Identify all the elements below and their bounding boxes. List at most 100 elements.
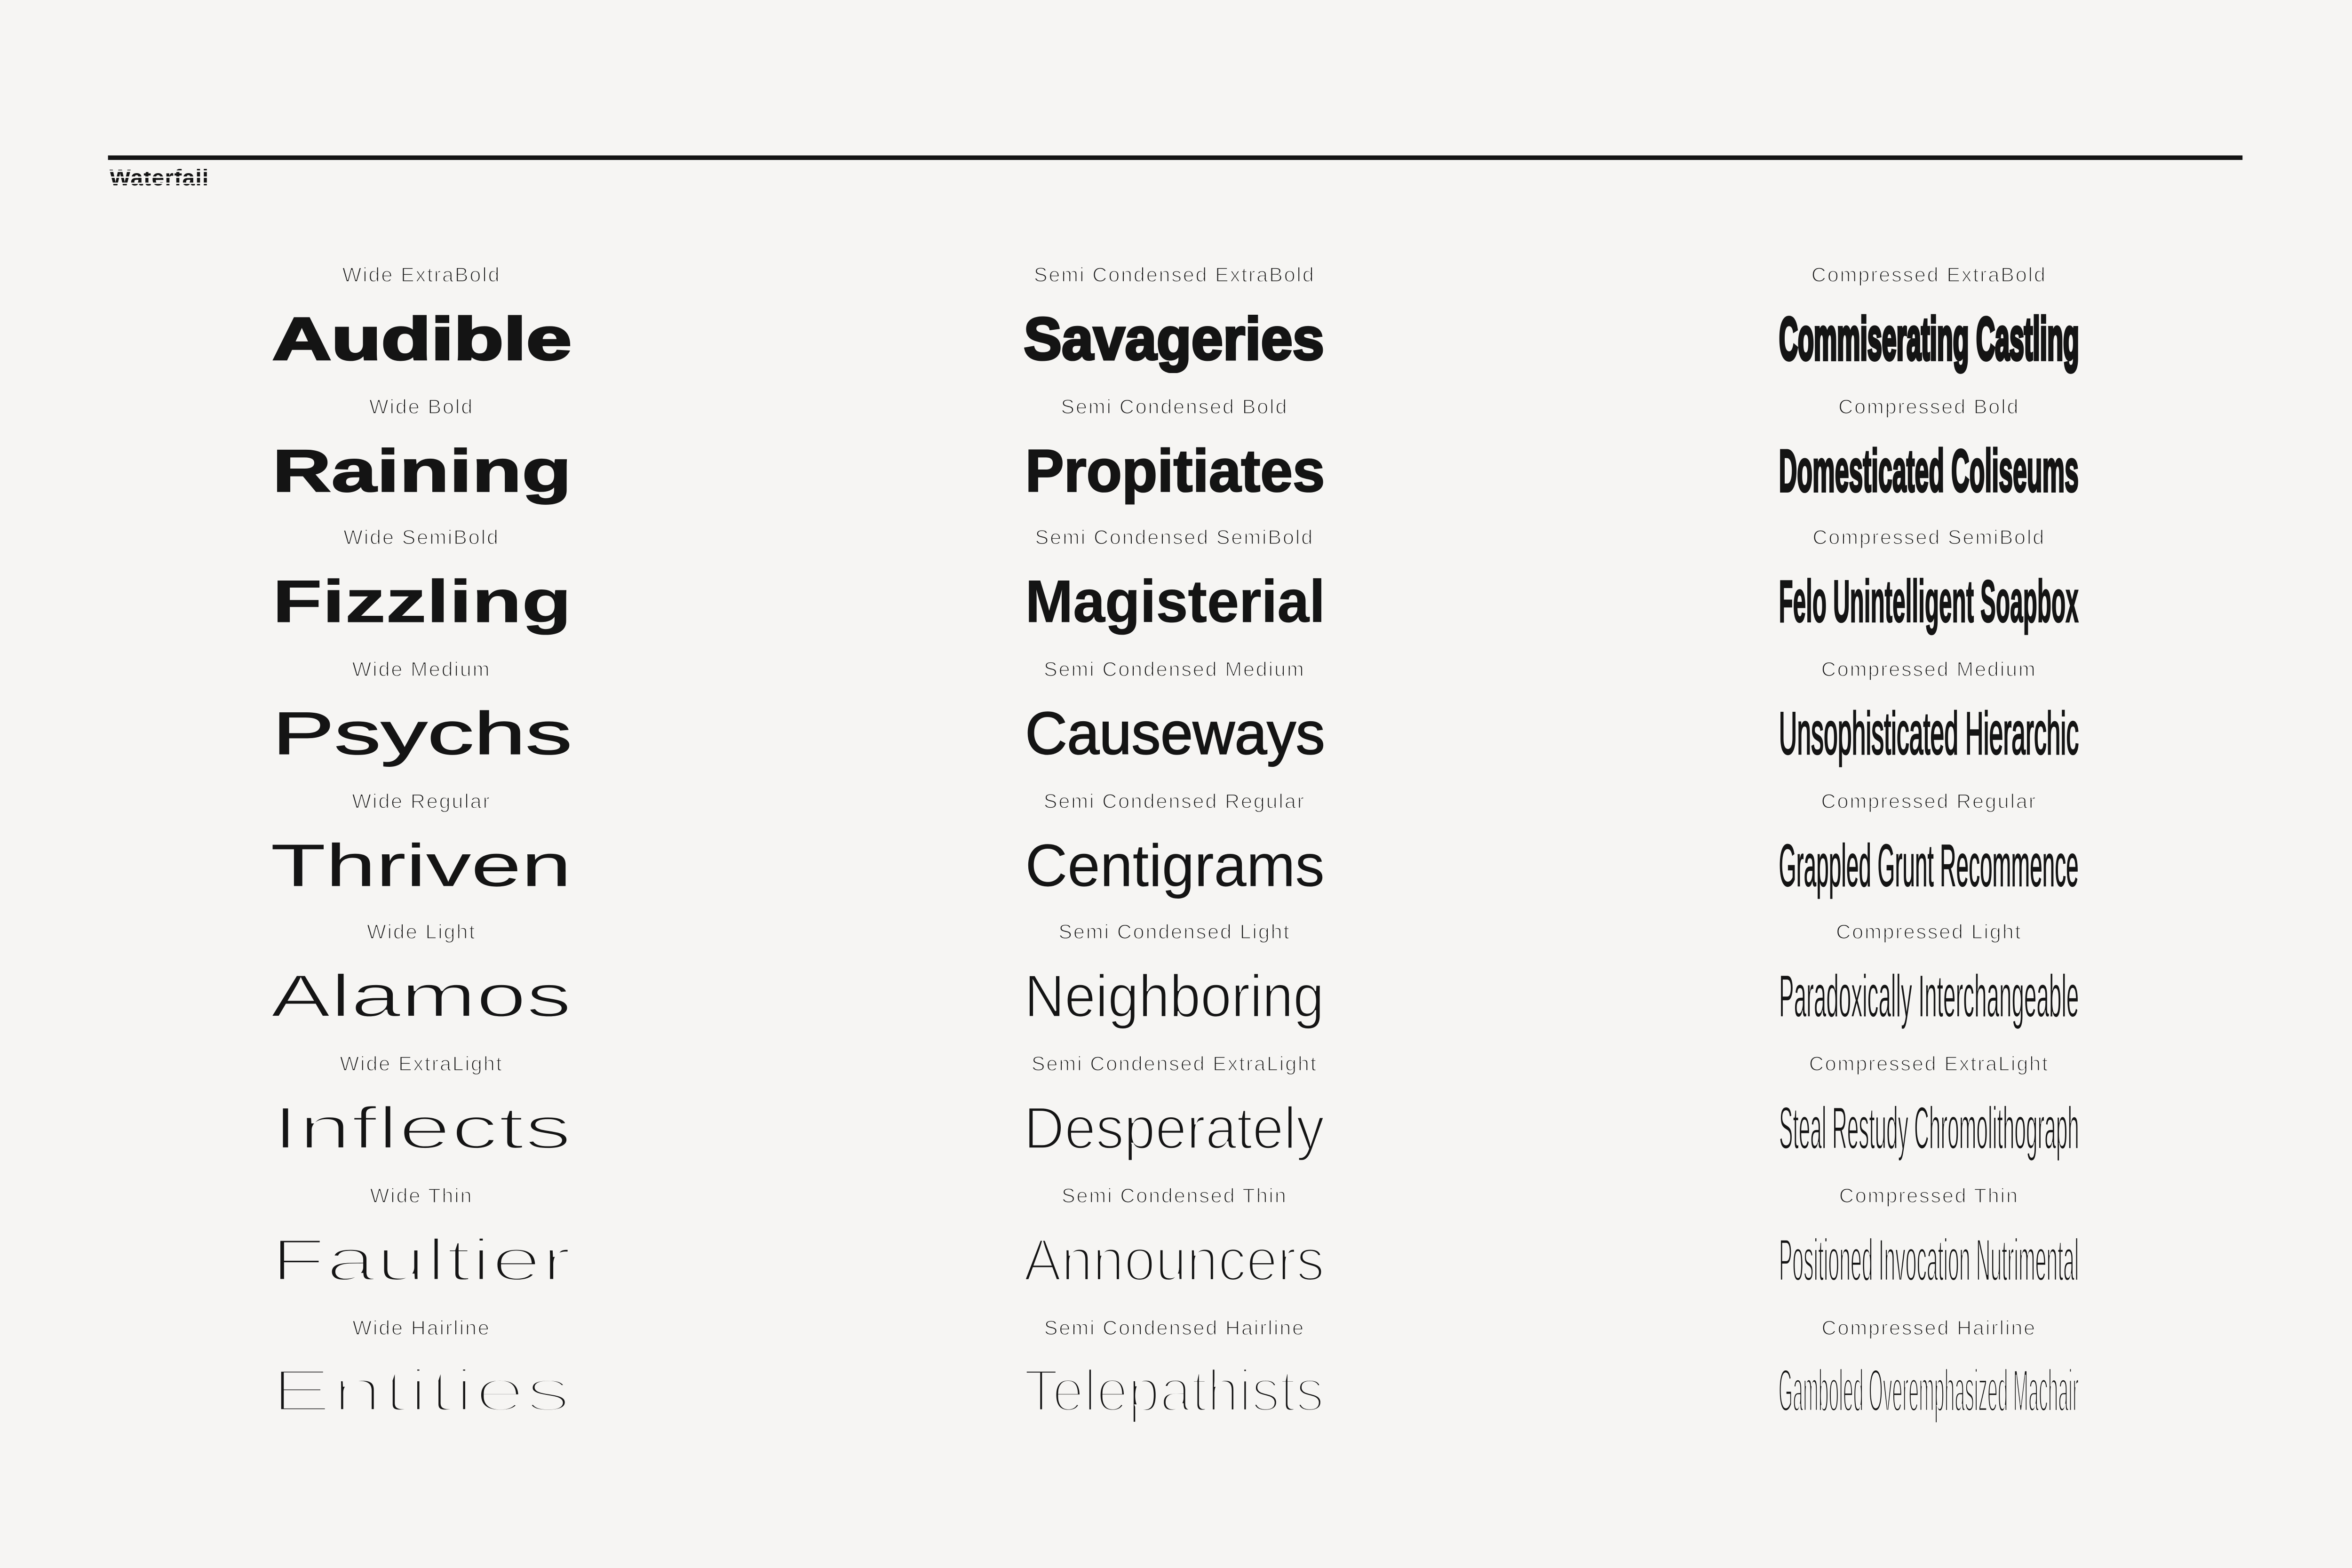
specimen-word: Positioned Invocation Nutrimental (1779, 1227, 2079, 1294)
specimen-word-wrap: Alamos (99, 945, 744, 1050)
specimen-word: Psychs (271, 701, 572, 768)
weight-label: Compressed Regular (1821, 789, 2037, 813)
weight-label: Semi Condensed Bold (1060, 395, 1288, 418)
header-rule (108, 155, 2243, 160)
specimen-word: Steal Restudy Chromolithograph (1779, 1096, 2079, 1162)
specimen-cell: Wide ExtraLight Inflects (99, 1052, 744, 1185)
specimen-cell: Wide ExtraBold Audible (99, 263, 744, 395)
weight-label: Semi Condensed Thin (1061, 1184, 1287, 1207)
specimen-cell: Compressed Bold Domesticated Coliseums (1606, 395, 2251, 527)
specimen-word-wrap: Audible (99, 287, 744, 392)
specimen-cell: Wide Regular Thriven (99, 789, 744, 921)
specimen-word: Announcers (1023, 1227, 1326, 1294)
weight-label: Wide Bold (369, 395, 474, 418)
specimen-word: Savageries (1023, 306, 1326, 373)
specimen-word-wrap: Psychs (99, 682, 744, 787)
specimen-word-wrap: Felo Unintelligent Soapbox (1606, 550, 2251, 655)
weight-label: Compressed SemiBold (1812, 526, 2046, 549)
weight-label: Wide SemiBold (343, 526, 500, 549)
weight-label: Wide Medium (352, 658, 491, 681)
weight-label: Wide ExtraLight (340, 1052, 503, 1076)
specimen-word-wrap: Paradoxically Interchangeable (1606, 945, 2251, 1050)
specimen-word-wrap: Fizzling (99, 550, 744, 655)
weight-label: Semi Condensed ExtraBold (1033, 263, 1315, 287)
specimen-cell: Semi Condensed Light Neighboring (852, 921, 1497, 1053)
specimen-word-wrap: Commiserating Castling (1606, 287, 2251, 392)
weight-label: Compressed Thin (1839, 1184, 2019, 1207)
specimen-cell: Semi Condensed Regular Centigrams (852, 789, 1497, 921)
specimen-word: Magisterial (1024, 570, 1325, 636)
weight-label: Compressed Medium (1821, 658, 2037, 681)
specimen-word: Centigrams (1025, 833, 1324, 899)
specimen-cell: Compressed ExtraLight Steal Restudy Chro… (1606, 1052, 2251, 1185)
specimen-word: Entities (268, 1359, 574, 1425)
specimen-word: Commiserating Castling (1778, 306, 2080, 373)
weight-label: Wide Thin (370, 1184, 473, 1207)
weight-label: Semi Condensed SemiBold (1035, 526, 1314, 549)
specimen-cell: Compressed SemiBold Felo Unintelligent S… (1606, 526, 2251, 658)
specimen-cell: Semi Condensed Thin Announcers (852, 1184, 1497, 1316)
specimen-cell: Semi Condensed Medium Causeways (852, 658, 1497, 790)
specimen-word: Raining (271, 438, 572, 504)
specimen-word: Felo Unintelligent Soapbox (1779, 570, 2079, 636)
specimen-word: Grappled Grunt Recommence (1779, 833, 2079, 899)
specimen-cell: Wide SemiBold Fizzling (99, 526, 744, 658)
weight-label: Compressed ExtraLight (1809, 1052, 2049, 1076)
weight-label: Semi Condensed ExtraLight (1031, 1052, 1318, 1076)
specimen-word-wrap: Inflects (99, 1077, 744, 1181)
specimen-cell: Compressed ExtraBold Commiserating Castl… (1606, 263, 2251, 395)
specimen-word-wrap: Magisterial (852, 550, 1497, 655)
specimen-word: Propitiates (1024, 438, 1325, 504)
column-semi-condensed: Semi Condensed ExtraBold Savageries Semi… (852, 263, 1497, 1448)
weight-label: Wide ExtraBold (342, 263, 501, 287)
specimen-word-wrap: Grappled Grunt Recommence (1606, 813, 2251, 918)
column-wide: Wide ExtraBold Audible Wide Bold Raining… (99, 263, 744, 1448)
specimen-word-wrap: Announcers (852, 1208, 1497, 1313)
specimen-word: Paradoxically Interchangeable (1779, 964, 2079, 1031)
specimen-cell: Compressed Thin Positioned Invocation Nu… (1606, 1184, 2251, 1316)
specimen-word-wrap: Entities (99, 1340, 744, 1444)
specimen-word-wrap: Unsophisticated Hierarchic (1606, 682, 2251, 787)
specimen-word: Audible (270, 306, 572, 373)
specimen-word-wrap: Thriven (99, 813, 744, 918)
specimen-word: Fizzling (271, 570, 572, 636)
specimen-word-wrap: Desperately (852, 1077, 1497, 1181)
specimen-cell: Wide Medium Psychs (99, 658, 744, 790)
weight-label: Compressed Light (1836, 921, 2022, 944)
specimen-word: Unsophisticated Hierarchic (1779, 701, 2079, 768)
specimen-word-wrap: Positioned Invocation Nutrimental (1606, 1208, 2251, 1313)
waterfall-specimen-page: Waterfall Wide ExtraBold Audible Wide Bo… (0, 49, 2352, 1519)
weight-label: Wide Light (366, 921, 477, 944)
specimen-word-wrap: Raining (99, 419, 744, 524)
specimen-word-wrap: Causeways (852, 682, 1497, 787)
specimen-cell: Semi Condensed SemiBold Magisterial (852, 526, 1497, 658)
specimen-cell: Compressed Medium Unsophisticated Hierar… (1606, 658, 2251, 790)
weight-label: Semi Condensed Light (1058, 921, 1291, 944)
specimen-word: Inflects (270, 1096, 573, 1162)
specimen-cell: Wide Thin Faultier (99, 1184, 744, 1316)
specimen-word: Faultier (269, 1227, 574, 1294)
specimen-word-wrap: Domesticated Coliseums (1606, 419, 2251, 524)
weight-label: Semi Condensed Regular (1043, 789, 1305, 813)
specimen-cell: Wide Hairline Entities (99, 1315, 744, 1448)
specimen-word-wrap: Centigrams (852, 813, 1497, 918)
specimen-cell: Wide Bold Raining (99, 395, 744, 527)
specimen-word-wrap: Neighboring (852, 945, 1497, 1050)
specimen-word: Telepathists (1023, 1359, 1327, 1425)
specimen-word-wrap: Faultier (99, 1208, 744, 1313)
specimen-cell: Compressed Hairline Gamboled Overemphasi… (1606, 1315, 2251, 1448)
specimen-word: Causeways (1024, 701, 1325, 768)
specimen-word-wrap: Gamboled Overemphasized Machair (1606, 1340, 2251, 1444)
specimen-word-wrap: Steal Restudy Chromolithograph (1606, 1077, 2251, 1181)
specimen-word: Desperately (1023, 1096, 1326, 1162)
weight-label: Semi Condensed Hairline (1044, 1315, 1305, 1339)
specimen-word: Domesticated Coliseums (1779, 438, 2080, 504)
specimen-word-wrap: Propitiates (852, 419, 1497, 524)
column-compressed: Compressed ExtraBold Commiserating Castl… (1606, 263, 2251, 1448)
specimen-cell: Semi Condensed ExtraBold Savageries (852, 263, 1497, 395)
weight-label: Compressed Bold (1838, 395, 2020, 418)
weight-label: Compressed Hairline (1821, 1315, 2037, 1339)
specimen-cell: Semi Condensed Hairline Telepathists (852, 1315, 1497, 1448)
weight-label: Compressed ExtraBold (1811, 263, 2047, 287)
